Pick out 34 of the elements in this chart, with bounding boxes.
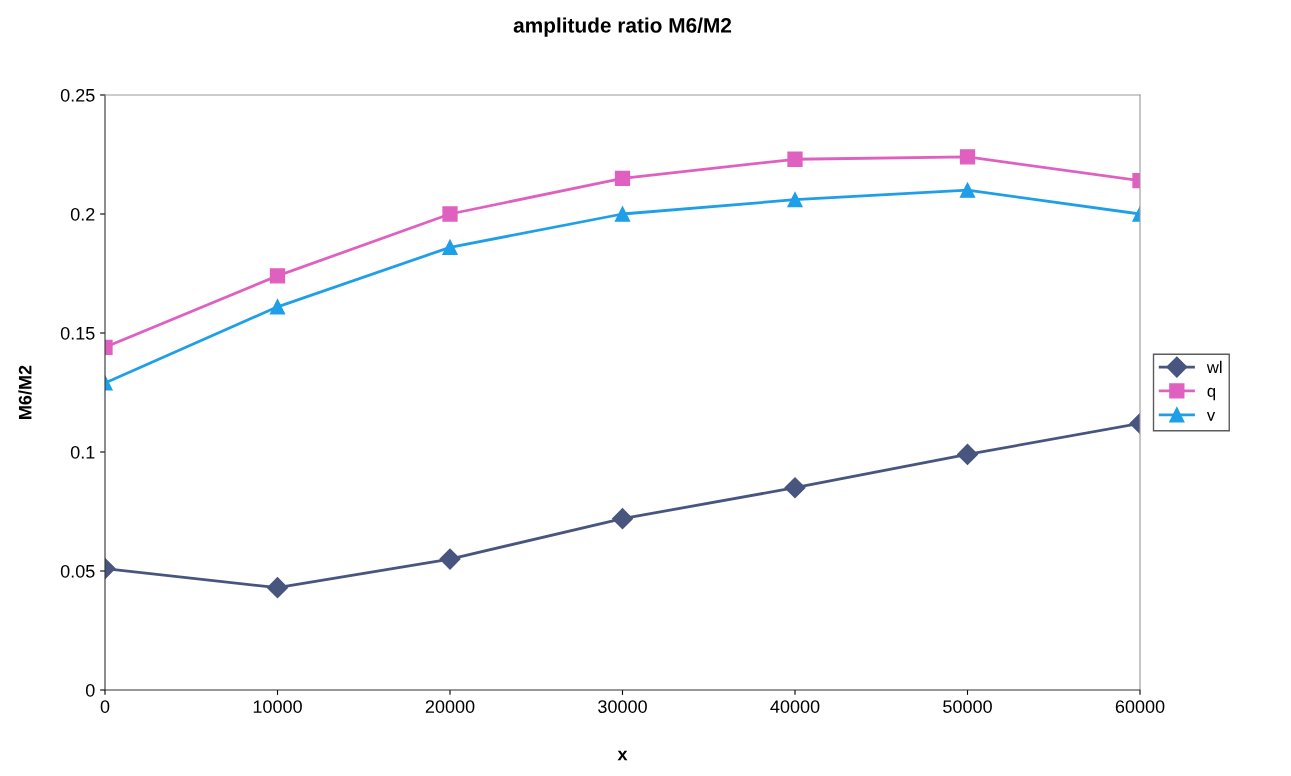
y-tick-label: 0.25 <box>60 88 95 102</box>
point <box>956 443 979 465</box>
point <box>439 548 461 570</box>
y-tick-label: 0.15 <box>60 326 95 340</box>
point <box>959 182 976 198</box>
x-tick-label: 10000 <box>253 700 302 713</box>
x-tick-label: 0 <box>100 700 110 713</box>
x-axis-title: x <box>617 750 628 761</box>
y-tick-label: 0 <box>85 683 95 697</box>
point <box>959 149 976 165</box>
point <box>442 206 458 222</box>
y-tick-label: 0.2 <box>70 207 95 221</box>
x-tick-label: 20000 <box>425 700 475 713</box>
point <box>614 206 631 222</box>
point <box>269 299 286 315</box>
x-tick-label: 30000 <box>598 700 647 713</box>
point <box>269 268 286 284</box>
point <box>611 508 634 530</box>
point <box>442 239 458 255</box>
point <box>787 192 803 208</box>
point <box>266 577 289 599</box>
point <box>784 477 806 499</box>
y-axis-title: M6/M2 <box>18 365 32 419</box>
chart-title: amplitude ratio M6/M2 <box>513 17 732 37</box>
y-tick-label: 0.1 <box>70 445 95 459</box>
y-tick-label: 0.05 <box>60 564 95 578</box>
point <box>614 170 631 186</box>
x-tick-label: 50000 <box>943 700 992 713</box>
point <box>787 151 803 167</box>
x-tick-label: 60000 <box>1115 700 1165 713</box>
legend-label: q <box>1207 387 1216 401</box>
legend-label: wl <box>1206 360 1222 373</box>
legend-label: v <box>1206 411 1216 421</box>
x-tick-label: 40000 <box>770 700 820 713</box>
